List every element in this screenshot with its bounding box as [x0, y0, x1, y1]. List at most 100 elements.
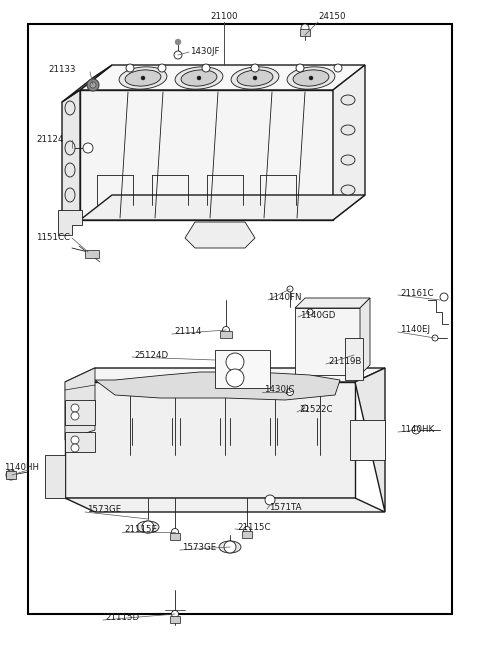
Ellipse shape	[65, 163, 75, 177]
Text: 21115E: 21115E	[124, 525, 157, 535]
Ellipse shape	[231, 67, 279, 89]
Ellipse shape	[125, 70, 161, 86]
Polygon shape	[62, 90, 80, 232]
Circle shape	[174, 51, 182, 59]
Circle shape	[71, 444, 79, 452]
Ellipse shape	[181, 70, 217, 86]
Ellipse shape	[219, 541, 241, 553]
Bar	[65, 400, 95, 425]
Ellipse shape	[341, 95, 355, 105]
Bar	[6, 471, 16, 479]
Ellipse shape	[137, 521, 159, 533]
Circle shape	[287, 286, 293, 292]
Bar	[242, 531, 252, 538]
Polygon shape	[80, 65, 365, 90]
Circle shape	[6, 470, 16, 480]
Text: 1573GE: 1573GE	[182, 544, 216, 552]
Text: 21100: 21100	[210, 12, 238, 21]
Bar	[350, 420, 385, 460]
Bar	[65, 432, 95, 452]
Circle shape	[87, 79, 99, 91]
Circle shape	[142, 521, 154, 533]
Polygon shape	[295, 308, 360, 375]
Text: 1140HH: 1140HH	[4, 464, 39, 472]
Circle shape	[71, 404, 79, 412]
Ellipse shape	[65, 188, 75, 202]
Circle shape	[243, 527, 251, 533]
Circle shape	[224, 541, 236, 553]
Ellipse shape	[341, 185, 355, 195]
Polygon shape	[185, 222, 255, 248]
Circle shape	[90, 82, 96, 88]
Polygon shape	[355, 368, 385, 512]
Polygon shape	[80, 90, 333, 220]
Polygon shape	[333, 65, 365, 220]
Circle shape	[309, 76, 313, 80]
Circle shape	[223, 327, 229, 333]
Circle shape	[226, 369, 244, 387]
Circle shape	[412, 426, 420, 434]
Text: 21161C: 21161C	[400, 289, 433, 298]
Text: 21114: 21114	[174, 327, 202, 337]
Text: 21124: 21124	[36, 136, 63, 144]
Circle shape	[126, 64, 134, 72]
Bar	[85, 250, 99, 258]
Ellipse shape	[341, 155, 355, 165]
Bar	[170, 533, 180, 540]
Ellipse shape	[65, 141, 75, 155]
Text: 21119B: 21119B	[328, 358, 361, 367]
Circle shape	[158, 64, 166, 72]
Text: 21133: 21133	[48, 66, 75, 75]
Polygon shape	[65, 368, 385, 382]
Circle shape	[296, 64, 304, 72]
Text: 1140EJ: 1140EJ	[400, 325, 430, 335]
Polygon shape	[360, 298, 370, 375]
Text: 1140HK: 1140HK	[400, 426, 434, 434]
Ellipse shape	[119, 67, 167, 89]
Polygon shape	[95, 372, 340, 400]
Bar	[220, 331, 232, 338]
Text: 24150: 24150	[318, 12, 346, 21]
Bar	[215, 350, 270, 388]
Circle shape	[171, 611, 179, 617]
Circle shape	[307, 309, 313, 315]
Circle shape	[141, 76, 145, 80]
Polygon shape	[62, 65, 112, 102]
Circle shape	[171, 529, 179, 535]
Circle shape	[334, 64, 342, 72]
Text: 21522C: 21522C	[299, 405, 333, 415]
Circle shape	[226, 353, 244, 371]
Circle shape	[202, 64, 210, 72]
Circle shape	[440, 293, 448, 301]
Polygon shape	[65, 498, 385, 512]
Text: 1430JF: 1430JF	[190, 47, 219, 56]
Polygon shape	[65, 382, 355, 498]
Text: 1430JC: 1430JC	[264, 386, 295, 394]
Text: 1151CC: 1151CC	[36, 234, 70, 243]
Ellipse shape	[293, 70, 329, 86]
Ellipse shape	[65, 101, 75, 115]
Circle shape	[301, 24, 309, 32]
Text: 25124D: 25124D	[134, 350, 168, 359]
Circle shape	[71, 412, 79, 420]
Ellipse shape	[341, 125, 355, 135]
Ellipse shape	[175, 67, 223, 89]
Text: 1573GE: 1573GE	[87, 506, 121, 514]
Text: 21115D: 21115D	[105, 613, 139, 623]
Text: 1140GD: 1140GD	[300, 310, 336, 319]
Ellipse shape	[287, 67, 335, 89]
Polygon shape	[45, 455, 65, 498]
Polygon shape	[65, 368, 95, 440]
Text: 1140FN: 1140FN	[268, 293, 301, 302]
Polygon shape	[58, 210, 82, 235]
Circle shape	[175, 39, 181, 45]
Bar	[170, 616, 180, 623]
Circle shape	[287, 388, 293, 396]
Circle shape	[265, 495, 275, 505]
Circle shape	[83, 143, 93, 153]
Circle shape	[432, 335, 438, 341]
Circle shape	[302, 405, 308, 411]
Circle shape	[251, 64, 259, 72]
Polygon shape	[80, 195, 365, 220]
Ellipse shape	[237, 70, 273, 86]
